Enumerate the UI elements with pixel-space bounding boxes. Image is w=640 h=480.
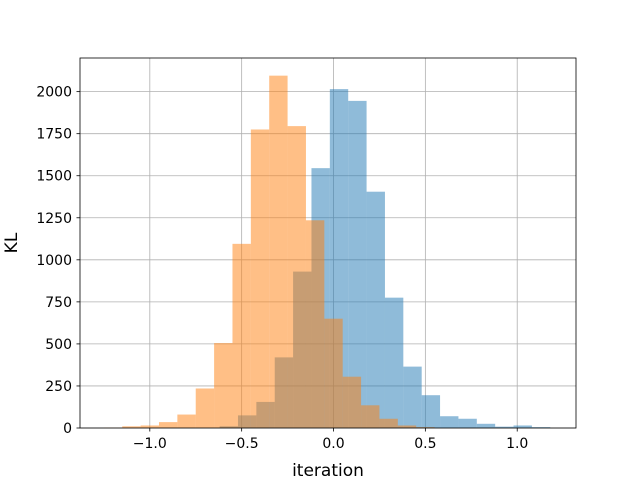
y-tick-label: 750 bbox=[45, 295, 72, 311]
histogram-bar-series-1 bbox=[458, 418, 477, 428]
histogram-bar-series-1 bbox=[366, 191, 385, 428]
histogram-bar-series-2 bbox=[232, 243, 251, 428]
histogram-bar-series-2 bbox=[305, 220, 325, 428]
histogram-bar-series-1 bbox=[495, 426, 514, 428]
histogram-bar-series-2 bbox=[287, 126, 306, 428]
histogram-bar-series-2 bbox=[416, 427, 435, 428]
y-tick-label: 500 bbox=[45, 337, 72, 353]
y-tick-label: 250 bbox=[45, 379, 72, 395]
histogram-bar-series-1 bbox=[440, 416, 459, 428]
plot-frame bbox=[79, 57, 577, 429]
x-tick-label: −1.0 bbox=[133, 436, 167, 452]
histogram-bar-series-2 bbox=[379, 418, 398, 428]
histogram-bar-series-1 bbox=[403, 366, 422, 428]
y-tick-label: 0 bbox=[63, 421, 72, 437]
x-tick-label: −0.5 bbox=[225, 436, 259, 452]
histogram-bar-series-1 bbox=[476, 423, 496, 428]
histogram-bars bbox=[103, 75, 551, 429]
histogram-bar-series-2 bbox=[195, 388, 215, 428]
x-tick-label: 1.0 bbox=[506, 436, 528, 452]
histogram-bar-series-2 bbox=[177, 414, 196, 428]
y-axis-label: KL bbox=[2, 232, 22, 253]
x-axis-label: iteration bbox=[292, 461, 364, 480]
y-tick-label: 1750 bbox=[36, 127, 72, 143]
histogram-bar-series-1 bbox=[531, 427, 551, 428]
y-tick-label: 2000 bbox=[36, 85, 72, 101]
histogram-bar-series-1 bbox=[384, 297, 404, 428]
histogram-bar-series-2 bbox=[250, 129, 270, 428]
histogram-bar-series-2 bbox=[324, 318, 343, 428]
histogram-bar-series-1 bbox=[513, 425, 532, 428]
histogram-bar-series-2 bbox=[361, 405, 380, 428]
histogram-bar-series-2 bbox=[158, 422, 178, 428]
x-tick-label: 0.0 bbox=[322, 436, 344, 452]
axis-ticks: −1.0 −0.5 0.0 0.5 1.0 0 250 500 750 1000 1250 1500 1… bbox=[36, 85, 528, 452]
histogram-bar-series-2 bbox=[214, 343, 233, 428]
histogram-bar-series-2 bbox=[342, 376, 362, 428]
histogram-bar-series-1 bbox=[421, 395, 441, 428]
histogram-bar-series-2 bbox=[397, 425, 417, 428]
y-tick-label: 1000 bbox=[36, 253, 72, 269]
x-tick-label: 0.5 bbox=[414, 436, 436, 452]
histogram-bar-series-2 bbox=[122, 426, 141, 428]
y-tick-label: 1500 bbox=[36, 169, 72, 185]
histogram-bar-series-1 bbox=[348, 100, 367, 429]
y-tick-label: 1250 bbox=[36, 211, 72, 227]
histogram-bar-series-2 bbox=[269, 75, 288, 428]
histogram-bar-series-2 bbox=[140, 425, 159, 428]
